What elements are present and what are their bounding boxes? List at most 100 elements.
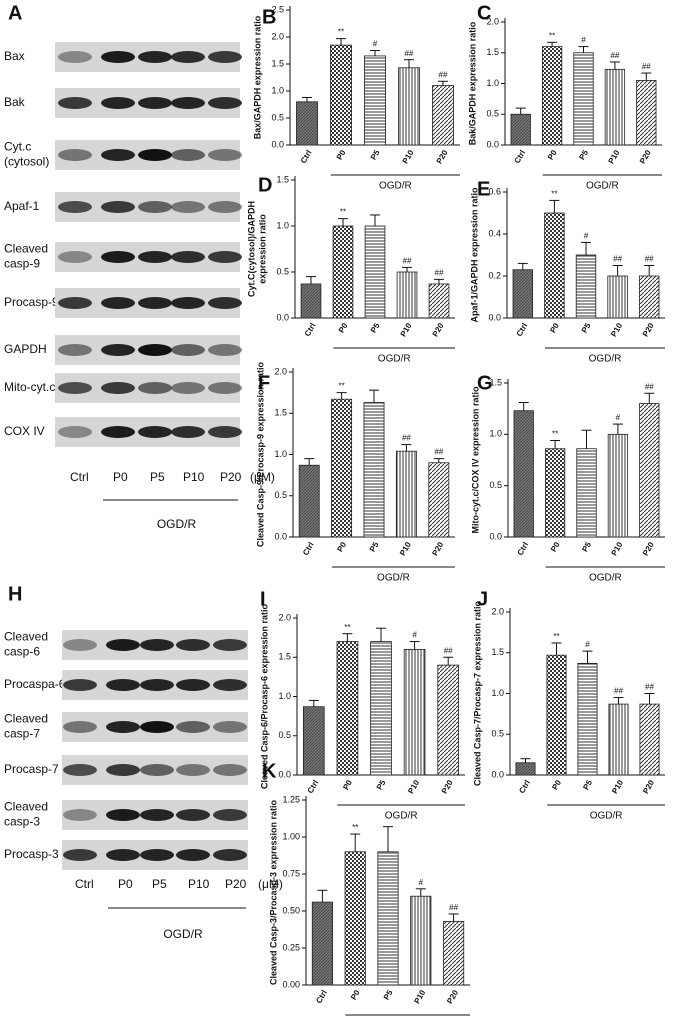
- blot-row-label: Bak: [4, 95, 26, 109]
- bar: [296, 101, 318, 146]
- blot-row-label: Procaspa-6: [4, 677, 66, 691]
- error-bar: [578, 46, 589, 53]
- error-bar: [376, 627, 386, 642]
- x-tick-label: P0: [550, 778, 563, 791]
- blot-row-label: casp-9: [4, 257, 40, 271]
- group-label: OGD/R: [157, 517, 197, 531]
- blot-band: [101, 251, 135, 263]
- y-tick-label: 0.00: [282, 979, 300, 989]
- blot-band: [58, 344, 92, 356]
- x-tick-label: P0: [548, 321, 561, 334]
- error-bar: [549, 199, 560, 213]
- x-tick-label: P0: [341, 778, 354, 791]
- x-tick-label: P5: [375, 778, 388, 791]
- x-tick-label: P20: [440, 778, 455, 795]
- x-tick-label: Ctrl: [299, 149, 314, 165]
- group-label: OGD/R: [586, 181, 619, 192]
- y-tick-label: 1.25: [282, 794, 300, 804]
- blot-band: [101, 97, 135, 109]
- bar: [428, 283, 450, 319]
- bar: [639, 275, 660, 319]
- blot-band: [63, 809, 97, 821]
- panel-letter: G: [477, 372, 493, 394]
- blot-band: [138, 149, 172, 161]
- blot-row-label: Cyt.c: [4, 140, 31, 154]
- y-tick-label: 0.2: [488, 270, 501, 280]
- blot-row-label: GAPDH: [4, 342, 47, 356]
- y-tick-label: 0.5: [278, 730, 291, 740]
- blot-row-label: Mito-cyt.c: [4, 380, 55, 394]
- x-tick-label: P20: [445, 988, 460, 1005]
- bar: [544, 212, 565, 319]
- blot-row-label: Bax: [4, 49, 25, 63]
- x-tick-label: P5: [382, 988, 395, 1001]
- lane-label: P10: [188, 877, 210, 891]
- blot-band: [140, 721, 174, 733]
- error-bar: [612, 423, 623, 435]
- bar: [577, 662, 598, 776]
- bar: [544, 448, 566, 538]
- y-tick-label: 0.5: [274, 490, 287, 500]
- significance-label: **: [338, 28, 344, 37]
- bar: [395, 450, 417, 538]
- panel-letter: J: [477, 588, 488, 610]
- blot-row-label: Cleaved: [4, 242, 48, 256]
- blot-band: [106, 721, 140, 733]
- blot-band: [58, 297, 92, 309]
- blot-band: [138, 382, 172, 394]
- bar: [398, 67, 420, 146]
- bar: [331, 398, 353, 538]
- x-tick-label: P0: [335, 148, 348, 161]
- y-tick-label: 1.0: [271, 85, 284, 95]
- blot-band: [101, 382, 135, 394]
- blot-band: [58, 149, 92, 161]
- x-tick-label: Ctrl: [515, 322, 530, 338]
- y-tick-label: 0.50: [282, 905, 300, 915]
- blot-band: [138, 344, 172, 356]
- group-label: OGD/R: [385, 811, 418, 822]
- significance-label: **: [549, 31, 555, 40]
- error-bar: [612, 265, 623, 276]
- group-label: OGD/R: [589, 573, 622, 584]
- significance-label: **: [344, 623, 350, 632]
- significance-label: ##: [405, 49, 414, 58]
- blot-band: [138, 251, 172, 263]
- blot-band: [138, 297, 172, 309]
- y-tick-label: 0.0: [278, 769, 291, 779]
- x-tick-label: P10: [399, 321, 414, 338]
- error-bar: [336, 392, 347, 400]
- blot-band: [213, 849, 247, 861]
- x-tick-label: P10: [607, 148, 622, 165]
- blot-band: [58, 97, 92, 109]
- error-bar: [644, 265, 655, 276]
- error-bar: [520, 758, 531, 763]
- x-tick-label: P20: [431, 321, 446, 338]
- x-tick-label: Ctrl: [314, 989, 329, 1005]
- error-bar: [369, 389, 379, 403]
- error-bar: [448, 913, 459, 922]
- error-bar: [383, 826, 393, 852]
- blot-band: [176, 639, 210, 651]
- x-tick-label: P0: [335, 540, 348, 553]
- bar: [364, 55, 386, 146]
- group-label: OGD/R: [590, 811, 623, 822]
- x-tick-label: P10: [609, 321, 624, 338]
- bar: [541, 46, 563, 146]
- blot-band: [171, 97, 205, 109]
- bar: [608, 703, 629, 776]
- error-bar: [434, 278, 444, 284]
- bar: [432, 85, 454, 146]
- group-label: OGD/R: [589, 354, 622, 365]
- y-tick-label: 0.0: [489, 531, 502, 541]
- error-bar: [415, 888, 426, 897]
- lane-label: P0: [113, 470, 128, 484]
- error-bar: [401, 444, 412, 452]
- blot-row-label: Procasp-7: [4, 762, 59, 776]
- blot-band: [213, 639, 247, 651]
- x-tick-label: P20: [641, 778, 656, 795]
- y-axis-label: Mito-cyt.c/COX IV expression ratio: [470, 386, 480, 534]
- bar: [410, 895, 432, 986]
- blot-band: [63, 721, 97, 733]
- group-label: OGD/R: [378, 354, 411, 365]
- significance-label: **: [340, 208, 346, 217]
